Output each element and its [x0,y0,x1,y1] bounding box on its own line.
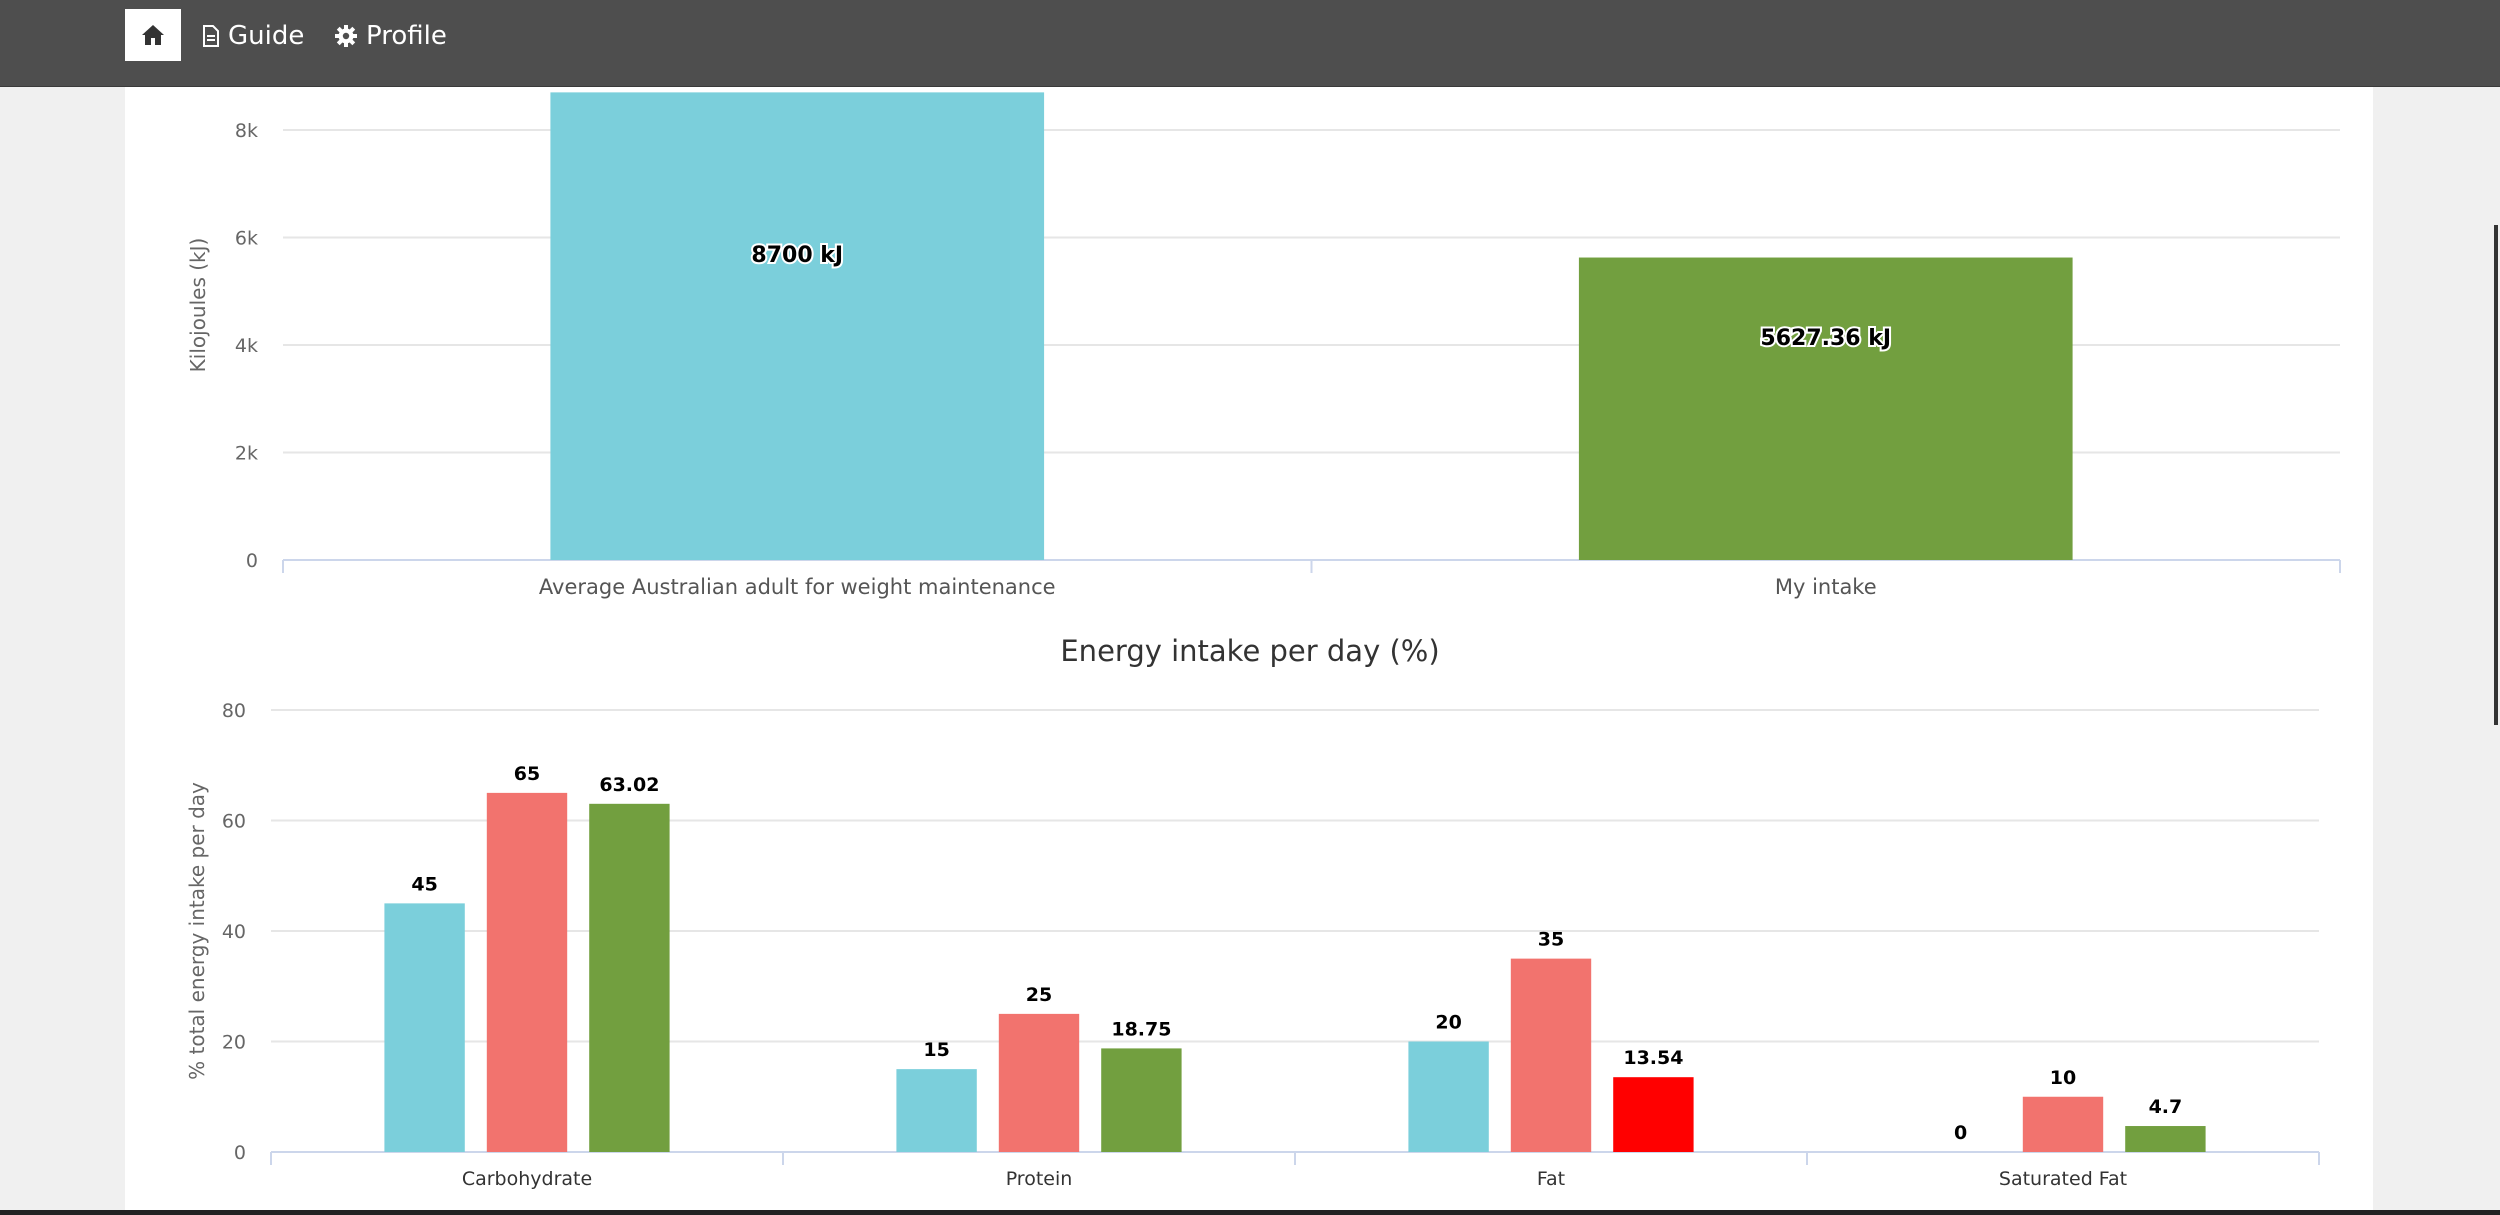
scrollbar-thumb[interactable] [2494,225,2498,725]
chart1-y-axis-title: Kilojoules (kJ) [186,238,210,373]
nav-profile-link[interactable]: Profile [334,16,447,56]
nav-profile-label: Profile [366,21,447,51]
chart2-bar-fat-1 [1408,1041,1489,1152]
nav-guide-link[interactable]: Guide [202,16,304,56]
chart2-ytick-label: 20 [222,1032,246,1054]
chart1-ytick-label: 2k [235,443,258,465]
document-icon [203,25,219,47]
top-navbar: Guide Profile [0,0,2500,87]
chart1-ytick-label: 6k [235,228,258,250]
chart2-bar-carbohydrate-3 [589,803,670,1152]
energy-percent-chart: Energy intake per day (%) 0 20 40 60 80 45 65 63… [185,634,2320,1190]
chart2-data-label: 45 [411,873,437,895]
bottom-edge [0,1210,2500,1215]
home-button[interactable] [125,9,181,61]
nav-guide-label: Guide [228,21,305,51]
chart2-data-label: 65 [514,763,540,785]
chart2-title: Energy intake per day (%) [1060,634,1439,668]
chart2-bar-saturated-fat-3 [2125,1126,2206,1152]
chart2-bar-saturated-fat-2 [2022,1096,2104,1152]
chart2-bar-carbohydrate-1 [384,903,465,1152]
chart1-bar-average-australian-adult-for-weight-maintenance [550,92,1045,560]
energy-kj-chart: 0 2k 4k 6k 8k 8700 kJ Average Australian adult… [186,92,2341,599]
chart2-data-label: 15 [923,1039,949,1061]
chart2-bar-fat-3 [1613,1077,1694,1152]
chart2-ytick-label: 0 [234,1142,246,1164]
chart2-bar-protein-2 [998,1013,1080,1152]
chart1-ytick-label: 0 [246,550,258,572]
chart1-data-label: 8700 kJ [751,243,843,268]
chart2-category-label: Carbohydrate [462,1168,592,1190]
chart2-bar-protein-3 [1101,1048,1182,1152]
chart2-ytick-label: 60 [222,811,246,833]
chart2-data-label: 0 [1954,1122,1967,1144]
chart1-data-label: 5627.36 kJ [1760,326,1891,351]
chart2-data-label: 25 [1026,984,1052,1006]
chart2-data-label: 63.02 [599,774,659,796]
chart2-data-label: 10 [2050,1067,2076,1089]
chart2-ytick-label: 80 [222,700,246,722]
chart2-bar-fat-2 [1510,958,1592,1152]
chart1-ytick-label: 4k [235,335,258,357]
chart2-bar-carbohydrate-2 [486,792,568,1152]
chart1-category-label: My intake [1775,575,1877,599]
chart2-data-label: 4.7 [2149,1096,2183,1118]
chart2-category-label: Saturated Fat [1999,1168,2127,1190]
chart2-bar-protein-1 [896,1069,977,1152]
chart2-category-label: Protein [1006,1168,1073,1190]
chart2-data-label: 35 [1538,929,1564,951]
chart1-category-label: Average Australian adult for weight main… [539,575,1056,599]
chart2-data-label: 13.54 [1623,1047,1683,1069]
chart2-ytick-label: 40 [222,921,246,943]
gear-icon [335,25,357,47]
chart1-ytick-label: 8k [235,120,258,142]
chart2-category-label: Fat [1537,1168,1565,1190]
chart2-data-label: 20 [1435,1012,1461,1034]
chart2-data-label: 18.75 [1111,1018,1171,1040]
chart1-bar-my-intake [1578,257,2073,560]
chart2-y-axis-title: % total energy intake per day [185,782,209,1080]
home-icon [142,25,164,45]
